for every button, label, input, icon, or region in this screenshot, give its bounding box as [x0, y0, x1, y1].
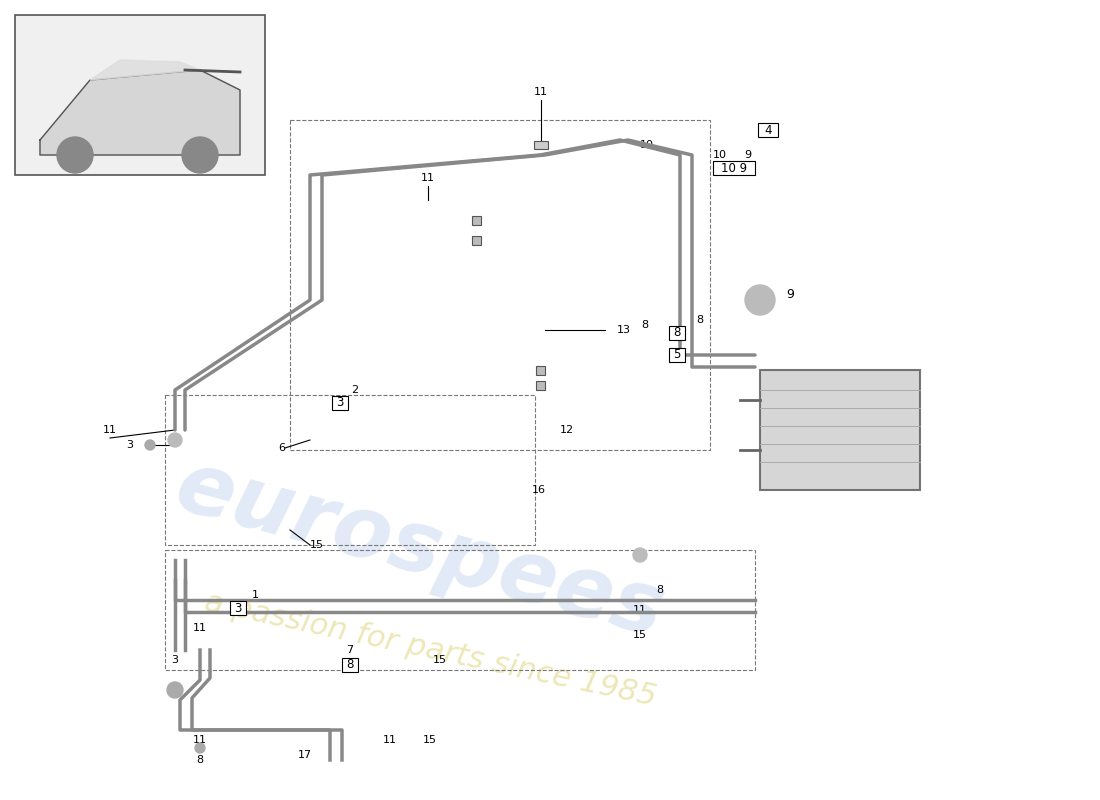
Circle shape — [57, 137, 94, 173]
Text: 3: 3 — [126, 440, 133, 450]
Bar — [669, 348, 685, 362]
Bar — [472, 215, 481, 225]
Bar — [536, 381, 544, 390]
Bar — [760, 370, 920, 490]
Text: 15: 15 — [433, 655, 447, 665]
Bar — [758, 123, 778, 137]
Text: 8: 8 — [657, 585, 663, 595]
Bar — [342, 658, 358, 672]
Text: 11: 11 — [383, 735, 397, 745]
Text: 9: 9 — [786, 289, 794, 302]
Bar — [472, 235, 481, 245]
Bar — [332, 396, 348, 410]
Text: 17: 17 — [298, 750, 312, 760]
Text: 10: 10 — [640, 140, 654, 150]
Text: 7: 7 — [346, 645, 353, 655]
Text: 15: 15 — [632, 630, 647, 640]
Text: 13: 13 — [617, 325, 631, 335]
Text: 15: 15 — [424, 735, 437, 745]
Text: 11: 11 — [534, 87, 548, 97]
Text: eurospees: eurospees — [167, 445, 673, 655]
Polygon shape — [90, 60, 200, 80]
Bar — [165, 550, 755, 670]
Text: 8: 8 — [346, 658, 354, 671]
Circle shape — [167, 682, 183, 698]
Bar — [713, 161, 755, 175]
Text: 3: 3 — [234, 602, 242, 614]
Text: 4: 4 — [764, 123, 772, 137]
Text: 8: 8 — [696, 315, 704, 325]
Bar — [669, 326, 685, 340]
Text: 11: 11 — [192, 735, 207, 745]
Circle shape — [195, 743, 205, 753]
Text: 2: 2 — [351, 385, 359, 395]
Text: 11: 11 — [192, 623, 207, 633]
Polygon shape — [40, 70, 240, 155]
Text: 8: 8 — [673, 326, 681, 339]
Text: 1: 1 — [252, 590, 258, 600]
Text: a passion for parts since 1985: a passion for parts since 1985 — [201, 588, 659, 712]
Text: 10: 10 — [713, 150, 727, 160]
Bar — [165, 395, 535, 545]
Circle shape — [145, 440, 155, 450]
Text: 11: 11 — [103, 425, 117, 435]
Circle shape — [745, 285, 776, 315]
Text: 16: 16 — [532, 485, 546, 495]
Circle shape — [632, 548, 647, 562]
Text: 3: 3 — [172, 655, 178, 665]
Text: 6: 6 — [278, 443, 285, 453]
Bar — [534, 141, 548, 149]
Text: 12: 12 — [560, 425, 574, 435]
Text: 5: 5 — [673, 349, 681, 362]
Bar — [230, 601, 246, 615]
Bar — [290, 120, 710, 450]
Text: 10 9: 10 9 — [720, 162, 747, 174]
Bar — [15, 15, 265, 175]
Text: 11: 11 — [421, 173, 434, 183]
Text: 8: 8 — [641, 320, 649, 330]
Bar — [536, 366, 544, 374]
Text: 11: 11 — [632, 605, 647, 615]
Circle shape — [168, 433, 182, 447]
Text: 3: 3 — [337, 397, 343, 410]
Circle shape — [182, 137, 218, 173]
Text: 8: 8 — [197, 755, 204, 765]
Text: 15: 15 — [310, 540, 324, 550]
Text: 9: 9 — [745, 150, 751, 160]
